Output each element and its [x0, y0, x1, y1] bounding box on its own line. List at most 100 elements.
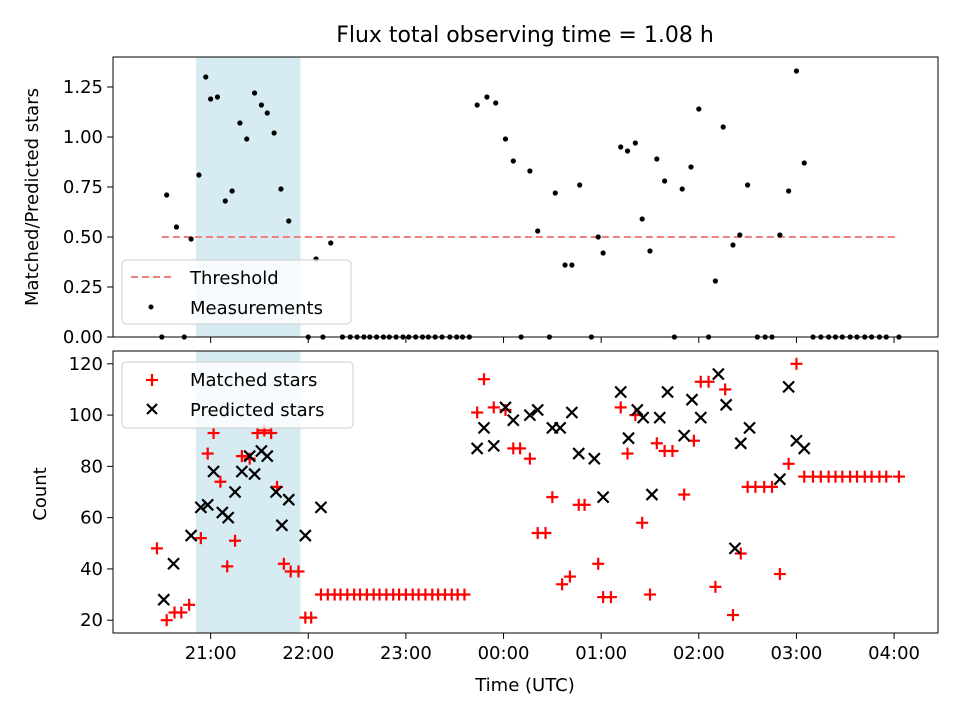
measurement-point — [624, 148, 631, 154]
matched-star-point — [487, 401, 500, 414]
measurement-point — [569, 262, 575, 268]
matched-stars-points — [150, 357, 905, 627]
matched-star-point — [183, 598, 196, 611]
measurement-point — [712, 278, 718, 284]
predicted-star-point — [728, 542, 742, 555]
matched-star-point — [458, 588, 471, 601]
matched-star-point — [892, 470, 905, 483]
top-plot-frame — [112, 56, 939, 338]
predicted-star-point — [275, 519, 289, 532]
bottom-legend: Matched stars Predicted stars — [121, 361, 354, 429]
measurement-point — [237, 120, 243, 126]
matched-star-point — [592, 557, 605, 570]
predicted-star-point — [221, 511, 235, 524]
matched-star-point — [214, 475, 227, 488]
bottom-x-axis-ticks: 21:00 22:00 23:00 00:00 01:00 02:00 03:00 04:00 — [185, 633, 920, 664]
measurement-point — [502, 136, 509, 142]
predicted-star-point — [167, 557, 180, 571]
bottom-y-tick-label: 100 — [69, 405, 103, 426]
measurement-point — [552, 190, 558, 196]
matched-star-point — [556, 578, 569, 591]
bottom-x-tick-label: 03:00 — [770, 643, 822, 664]
bottom-x-tick-label: 23:00 — [380, 643, 432, 664]
matched-star-point — [514, 442, 527, 455]
bottom-plot-panel: 20 40 60 80 100 120 21:00 22:00 23:00 00:00 01:00… — [30, 350, 939, 696]
predicted-star-point — [201, 498, 214, 512]
matched-star-point — [478, 373, 491, 386]
measurement-point — [737, 232, 743, 238]
predicted-star-point — [694, 411, 708, 424]
matched-star-point — [160, 614, 173, 627]
legend-matched-swatch — [146, 374, 158, 386]
predicted-star-point — [685, 393, 699, 406]
bottom-y-tick-label: 80 — [80, 456, 103, 477]
matched-star-point — [726, 609, 739, 622]
matched-star-point — [578, 498, 591, 511]
predicted-star-point — [260, 449, 274, 463]
measurement-point — [222, 198, 228, 204]
predicted-star-point — [565, 406, 579, 419]
measurement-point — [696, 106, 702, 112]
bottom-x-tick-label: 21:00 — [185, 643, 237, 664]
top-y-tick-label: 0.75 — [63, 177, 103, 198]
matched-star-point — [221, 560, 234, 573]
legend-measurements-swatch — [148, 304, 154, 310]
predicted-star-point — [719, 398, 733, 412]
measurement-point — [484, 94, 490, 100]
matched-star-point — [766, 480, 779, 493]
predicted-star-point — [228, 485, 242, 499]
measurement-point — [777, 232, 783, 238]
predicted-star-point — [631, 403, 644, 417]
predicted-star-point — [734, 437, 748, 450]
measurement-point — [229, 188, 235, 194]
bottom-y-axis-label: Count — [30, 467, 51, 520]
predicted-star-point — [614, 385, 627, 399]
measurement-point — [188, 236, 194, 242]
measurement-point — [328, 240, 334, 246]
predicted-star-point — [299, 529, 312, 542]
matched-star-point — [251, 427, 264, 440]
matched-star-point — [523, 452, 536, 465]
matched-star-point — [880, 470, 893, 483]
matched-star-point — [702, 375, 715, 388]
measurement-point — [196, 172, 202, 178]
measurement-point — [730, 242, 736, 248]
bottom-x-tick-label: 01:00 — [575, 643, 627, 664]
matched-star-point — [790, 357, 803, 370]
measurement-point — [264, 110, 270, 116]
matched-star-point — [150, 542, 163, 555]
bottom-x-tick-label: 00:00 — [478, 643, 530, 664]
measurement-point — [535, 228, 541, 234]
measurement-point — [662, 178, 668, 184]
predicted-star-point — [282, 493, 296, 506]
matched-star-point — [175, 606, 188, 619]
matched-star-point — [782, 457, 795, 470]
predicted-star-point — [184, 529, 198, 542]
predicted-star-point — [712, 367, 725, 381]
predicted-star-point — [531, 403, 544, 417]
matched-star-point — [194, 532, 207, 545]
legend-predicted-label: Predicted stars — [190, 400, 324, 421]
predicted-star-point — [572, 447, 585, 460]
measurement-point — [786, 188, 792, 194]
predicted-star-point — [243, 449, 256, 463]
matched-star-point — [292, 565, 305, 578]
matched-star-point — [604, 591, 617, 604]
predicted-star-point — [653, 411, 667, 424]
measurement-point — [745, 182, 751, 188]
predicted-stars-points — [157, 367, 811, 606]
measurement-point — [164, 192, 170, 198]
bottom-y-tick-label: 120 — [69, 354, 103, 375]
top-legend: Threshold Measurements — [121, 259, 352, 325]
bottom-y-axis-ticks: 20 40 60 80 100 120 — [69, 354, 113, 631]
matched-star-point — [305, 611, 318, 624]
measurement-point — [474, 102, 480, 108]
predicted-star-point — [314, 501, 328, 514]
x-axis-label: Time (UTC) — [474, 675, 575, 696]
matched-star-point — [546, 491, 559, 504]
predicted-star-point — [588, 452, 601, 465]
predicted-star-point — [773, 472, 787, 486]
predicted-star-point — [622, 431, 635, 445]
matched-star-point — [636, 516, 649, 529]
